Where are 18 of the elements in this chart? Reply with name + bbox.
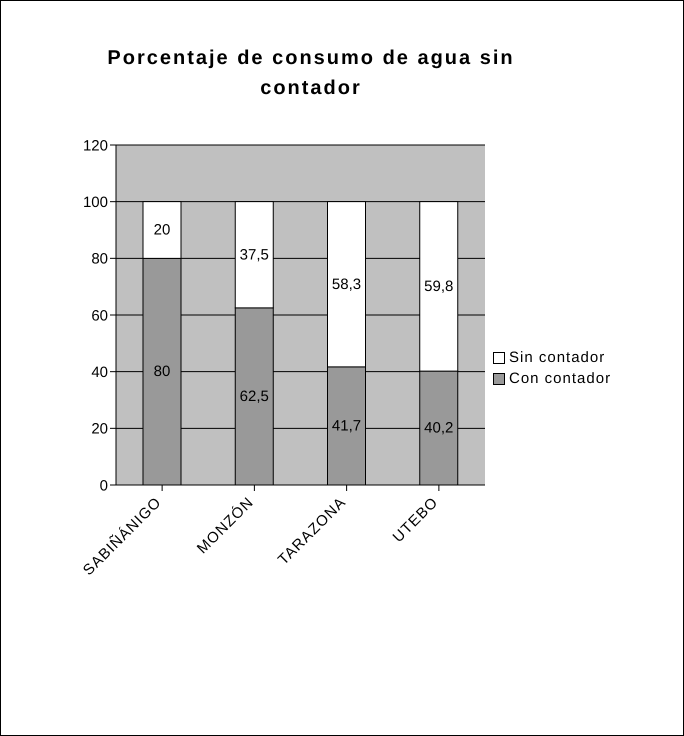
data-label: 80 — [154, 363, 170, 380]
chart-title: Porcentaje de consumo de agua sin contador — [106, 46, 516, 101]
data-label: 40,2 — [424, 420, 454, 437]
data-label: 62,5 — [240, 388, 269, 405]
legend-label: Con contador — [509, 370, 612, 387]
y-tick-label: 80 — [91, 250, 108, 268]
data-label: 37,5 — [240, 246, 269, 264]
data-label: 58,3 — [332, 276, 362, 293]
y-tick-label: 0 — [100, 477, 108, 494]
data-label: 41,7 — [332, 417, 362, 434]
y-tick-label: 60 — [91, 307, 108, 324]
data-label: 59,8 — [424, 278, 454, 295]
y-tick-label: 120 — [82, 137, 108, 154]
y-tick-label: 40 — [91, 364, 108, 381]
legend-label: Sin contador — [509, 349, 606, 366]
data-label: 20 — [154, 222, 170, 238]
y-tick-label: 100 — [82, 194, 108, 211]
y-tick-label: 20 — [91, 420, 108, 438]
